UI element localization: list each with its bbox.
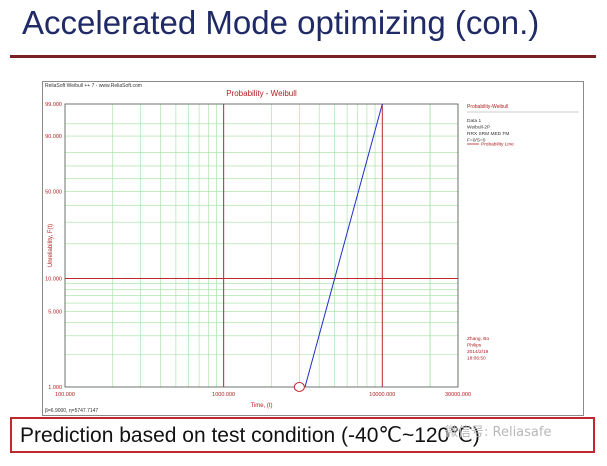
y-tick-label: 50.000 bbox=[45, 189, 62, 195]
legend-line: Data 1 bbox=[467, 118, 481, 124]
software-footer: β=6.9000, η=5747.7147 bbox=[45, 408, 99, 414]
caption-text: Prediction based on test condition (-40℃… bbox=[20, 424, 480, 447]
y-tick-label: 90.000 bbox=[45, 134, 62, 140]
software-header: ReliaSoft Weibull ++ 7 - www.ReliaSoft.c… bbox=[45, 83, 142, 89]
x-tick-label: 1000.000 bbox=[212, 392, 235, 398]
legend-line: Weibull-2P bbox=[467, 125, 490, 131]
data-point-marker bbox=[293, 382, 305, 392]
x-axis-label: Time, (t) bbox=[250, 403, 272, 409]
stamp-line: Zhang, Bo bbox=[467, 336, 489, 342]
x-tick-label: 100.000 bbox=[55, 392, 75, 398]
chart-title: Probability - Weibull bbox=[226, 89, 297, 98]
legend-series-label: Probability Line bbox=[481, 142, 514, 148]
weibull-probability-chart: Probability - Weibull 100.000 1000.000 1000… bbox=[45, 89, 579, 409]
y-axis-label: Unreliability, F(t) bbox=[48, 224, 54, 267]
y-tick-label: 99.000 bbox=[45, 102, 62, 108]
plot-area-border bbox=[64, 103, 459, 388]
plot-frame: ReliaSoft Weibull ++ 7 - www.ReliaSoft.c… bbox=[42, 81, 584, 416]
legend-line: F=0/S=0 bbox=[467, 138, 486, 144]
x-tick-label: 30000.000 bbox=[445, 392, 471, 398]
title-rule bbox=[10, 55, 596, 58]
stamp-line: 2014/2/19 bbox=[467, 349, 489, 355]
y-tick-label: 5.000 bbox=[48, 310, 62, 316]
slide-title: Accelerated Mode optimizing (con.) bbox=[22, 4, 540, 41]
legend-title: Probability-Weibull bbox=[467, 104, 508, 110]
y-tick-label: 10.000 bbox=[45, 276, 62, 282]
probability-line bbox=[304, 104, 383, 387]
watermark: 微信号: Reliasafe bbox=[445, 425, 552, 440]
stamp-line: Philips bbox=[467, 343, 482, 349]
y-tick-label: 1.000 bbox=[48, 385, 62, 391]
legend-line: RRX SRM MED FM bbox=[467, 131, 509, 137]
x-tick-label: 10000.000 bbox=[369, 392, 395, 398]
caption-box: Prediction based on test condition (-40℃… bbox=[10, 417, 595, 453]
stamp-line: 18:06:50 bbox=[467, 356, 486, 362]
